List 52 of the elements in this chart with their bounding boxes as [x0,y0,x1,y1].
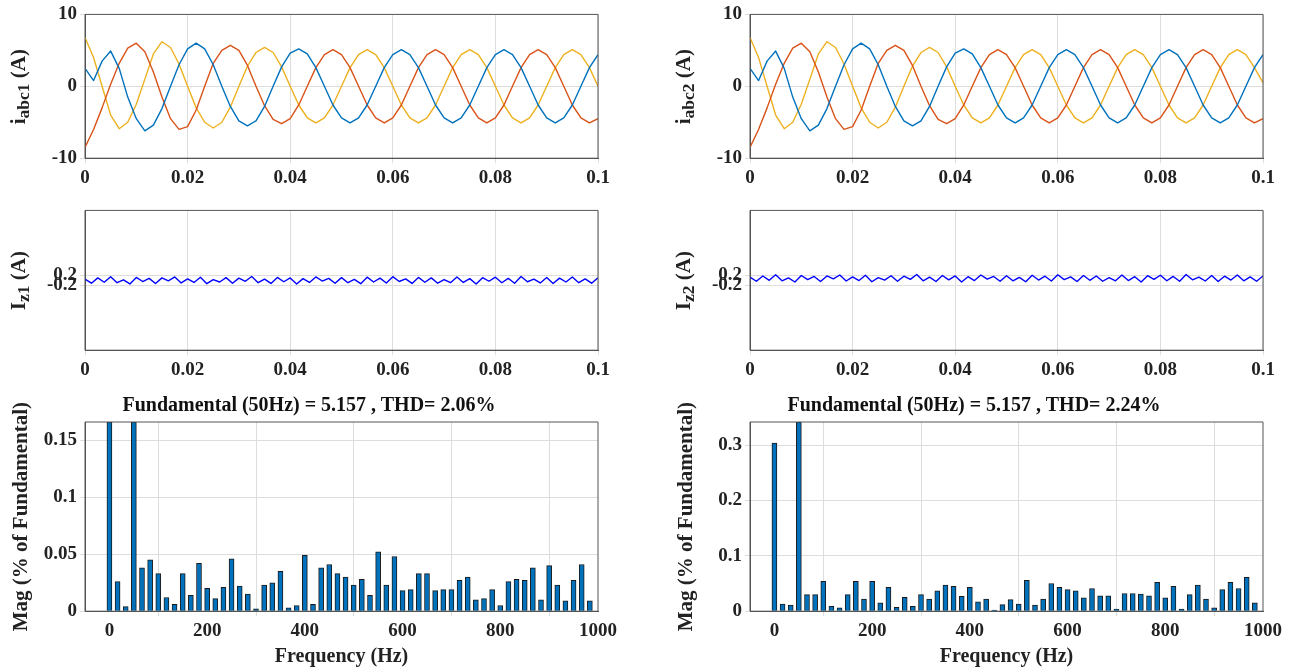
x-tick-label: 800 [486,618,515,640]
x-tick-label: 0.06 [376,357,410,379]
x-tick-label: 0.02 [835,165,870,187]
x-tick-label: 0.02 [170,357,205,379]
x-tick-label: 0.04 [273,357,308,379]
y-tick-label: 0.1 [53,485,77,507]
y-tick-label: 0 [67,74,77,96]
x-tick-label: 0.1 [1251,357,1275,379]
x-tick-label: 400 [290,618,320,640]
y-axis-title: Mag (% of Fundamental) [672,401,697,632]
x-tick-label: 0.02 [170,165,205,187]
y-tick-label: 0.2 [718,488,742,510]
x-tick-label: 0.1 [586,357,610,379]
x-tick-label: 0.04 [938,357,973,379]
x-tick-label: 0.08 [1143,165,1178,187]
y-tick-label: -10 [716,146,742,168]
y-tick-label: 10 [58,2,77,24]
x-tick-label: 0.08 [1143,357,1178,379]
x-tick-label: 0.1 [1251,165,1275,187]
x-tick-label: 0.02 [835,357,870,379]
y-tick-label: 0.15 [43,428,77,450]
y-tick-label: 0 [732,599,742,621]
y-tick-label: 10 [723,2,742,24]
y-tick-label: 0 [67,599,77,621]
x-tick-label: 0.06 [376,165,410,187]
x-tick-label: 400 [955,618,985,640]
y-tick-label: 0 [732,74,742,96]
y-axis-title: Mag (% of Fundamental) [7,401,32,632]
x-tick-label: 0.06 [1041,357,1075,379]
x-tick-label: 0.04 [938,165,973,187]
y-tick-label: 0.3 [718,433,742,455]
x-tick-label: 0.08 [478,357,513,379]
x-tick-label: 1000 [579,618,617,640]
chart-title: Fundamental (50Hz) = 5.157 , THD= 2.06% [122,393,496,417]
x-axis-title: Frequency (Hz) [274,644,409,668]
chart-title: Fundamental (50Hz) = 5.157 , THD= 2.24% [787,393,1161,417]
x-tick-label: 600 [388,618,417,640]
x-tick-label: 0.04 [273,165,308,187]
x-tick-label: 0 [104,618,115,640]
x-tick-label: 0.1 [586,165,610,187]
y-tick-label: 0.05 [43,542,77,564]
x-tick-label: 0 [769,618,780,640]
x-tick-label: 600 [1053,618,1082,640]
x-tick-label: 1000 [1244,618,1282,640]
x-axis-title: Frequency (Hz) [939,644,1074,668]
x-tick-label: 800 [1151,618,1180,640]
x-tick-label: 200 [192,618,222,640]
y-tick-label: -10 [51,146,77,168]
y-tick-label: 0.1 [718,543,742,565]
x-tick-label: 200 [857,618,887,640]
x-tick-label: 0.06 [1041,165,1075,187]
x-tick-label: 0.08 [478,165,513,187]
